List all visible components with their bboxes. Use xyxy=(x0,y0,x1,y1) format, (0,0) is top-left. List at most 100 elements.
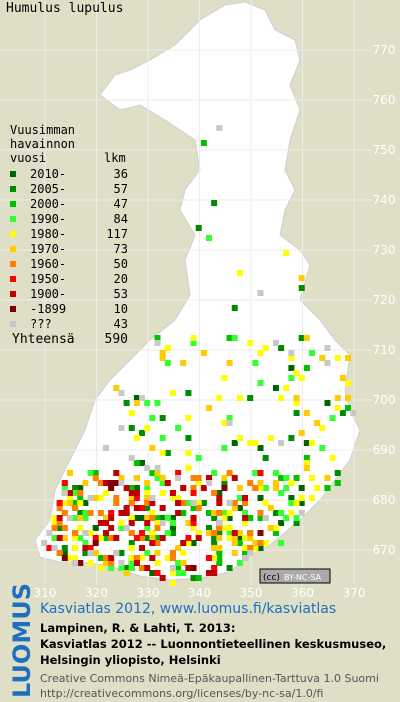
record-square xyxy=(144,525,151,531)
record-square xyxy=(206,235,212,241)
record-square xyxy=(41,540,48,546)
record-square xyxy=(293,410,300,416)
record-square xyxy=(288,500,295,506)
record-square xyxy=(257,495,264,501)
record-square xyxy=(108,480,115,486)
record-square xyxy=(61,510,68,516)
record-square xyxy=(133,485,140,491)
record-square xyxy=(77,515,84,521)
record-square xyxy=(231,540,238,546)
record-square xyxy=(61,525,68,531)
record-square xyxy=(139,565,146,571)
record-square xyxy=(139,460,146,466)
record-square xyxy=(288,375,295,381)
y-axis-label: 770 xyxy=(373,43,396,57)
record-square xyxy=(231,535,238,541)
record-square xyxy=(159,450,166,456)
record-square xyxy=(113,550,120,556)
record-square xyxy=(231,305,238,311)
record-square xyxy=(159,480,166,486)
record-square xyxy=(103,555,109,561)
record-square xyxy=(211,470,218,476)
legend-total-count: 590 xyxy=(105,332,128,347)
record-square xyxy=(236,530,243,536)
record-square xyxy=(97,535,104,541)
record-square xyxy=(185,415,192,421)
record-square xyxy=(267,435,274,441)
record-square xyxy=(66,515,73,521)
record-square xyxy=(72,505,79,511)
record-square xyxy=(293,370,300,376)
record-square xyxy=(293,515,300,521)
record-square xyxy=(133,400,140,406)
record-square xyxy=(303,440,310,446)
logo: LUOMUS xyxy=(8,583,36,698)
record-square xyxy=(108,525,115,531)
record-square xyxy=(211,540,218,546)
record-square xyxy=(103,560,109,566)
record-square xyxy=(231,440,238,446)
record-square xyxy=(133,515,140,521)
record-square xyxy=(139,505,146,511)
record-square xyxy=(298,485,305,491)
record-square xyxy=(154,340,161,346)
record-square xyxy=(185,465,192,471)
legend-count: 73 xyxy=(114,242,128,256)
record-square xyxy=(267,525,274,531)
legend-label: 2005- xyxy=(30,182,66,196)
record-square xyxy=(159,490,166,496)
record-square xyxy=(334,395,341,401)
record-square xyxy=(298,495,305,501)
records xyxy=(41,125,357,586)
record-square xyxy=(164,345,171,351)
record-square xyxy=(293,395,300,401)
record-square xyxy=(103,520,109,526)
title: Humulus lupulus xyxy=(6,1,123,16)
record-square xyxy=(77,495,84,501)
record-square xyxy=(154,540,161,546)
x-axis-label: 310 xyxy=(34,586,57,600)
record-square xyxy=(278,395,285,401)
record-square xyxy=(345,405,352,411)
record-square xyxy=(272,525,279,531)
legend-label: 1980- xyxy=(30,227,66,241)
record-square xyxy=(242,545,249,551)
y-axis-label: 710 xyxy=(373,343,396,357)
record-square xyxy=(298,335,305,341)
citation-line: Lampinen, R. & Lahti, T. 2013: xyxy=(40,621,235,635)
record-square xyxy=(221,510,228,516)
x-axis-label: 320 xyxy=(85,586,108,600)
record-square xyxy=(108,510,115,516)
legend-label: -1899 xyxy=(30,302,66,316)
record-square xyxy=(169,390,176,396)
record-square xyxy=(97,520,104,526)
record-square xyxy=(257,540,264,546)
record-square xyxy=(118,565,125,571)
record-square xyxy=(236,395,243,401)
record-square xyxy=(180,485,187,491)
record-square xyxy=(226,565,233,571)
record-square xyxy=(82,545,89,551)
record-square xyxy=(108,555,115,561)
record-square xyxy=(56,550,63,556)
record-square xyxy=(139,555,146,561)
record-square xyxy=(56,500,63,506)
record-square xyxy=(51,545,58,551)
record-square xyxy=(77,535,84,541)
record-square xyxy=(195,225,202,231)
record-square xyxy=(72,500,79,506)
record-square xyxy=(87,545,94,551)
record-square xyxy=(216,495,223,501)
legend-label: 2000- xyxy=(30,197,66,211)
record-square xyxy=(226,420,233,426)
legend-swatch xyxy=(10,291,16,297)
record-square xyxy=(103,445,109,451)
record-square xyxy=(61,555,68,561)
record-square xyxy=(231,335,238,341)
record-square xyxy=(236,435,243,441)
record-square xyxy=(56,535,63,541)
record-square xyxy=(236,535,243,541)
record-square xyxy=(252,470,259,476)
record-square xyxy=(92,525,99,531)
record-square xyxy=(226,535,233,541)
